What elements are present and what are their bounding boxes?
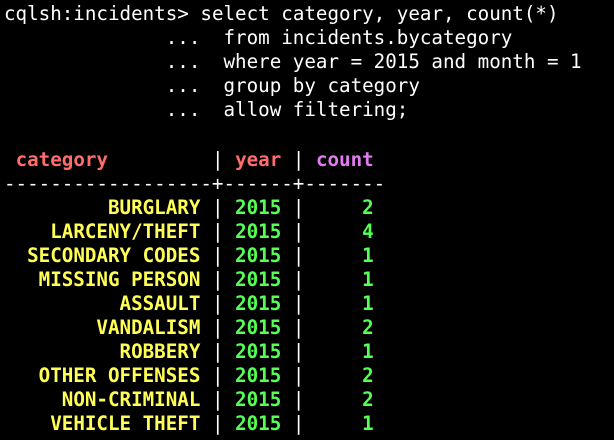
column-separator: |: [200, 316, 236, 339]
query-text: where year = 2015 and month = 1: [223, 50, 582, 73]
query-text: group by category: [223, 74, 420, 97]
column-header-count: count: [315, 148, 374, 171]
column-separator: |: [200, 220, 236, 243]
column-separator: |: [200, 364, 236, 387]
row-padding: [4, 316, 96, 339]
query-text: select category, year, count(*): [200, 2, 559, 25]
cell-year: 2015: [235, 340, 282, 363]
column-separator: |: [281, 364, 363, 387]
cell-category: LARCENY/THEFT: [50, 220, 201, 243]
command-line-4: ... group by category: [4, 74, 614, 98]
cell-category: SECONDARY CODES: [27, 244, 201, 267]
column-separator: |: [281, 268, 363, 291]
column-separator: |: [281, 196, 363, 219]
cell-count: 1: [362, 292, 374, 315]
table-row: MISSING PERSON | 2015 | 1: [4, 268, 614, 292]
cell-count: 1: [362, 268, 374, 291]
table-row: NON-CRIMINAL | 2015 | 2: [4, 388, 614, 412]
column-separator: |: [200, 196, 236, 219]
column-header-year: year: [235, 148, 282, 171]
column-separator: |: [281, 412, 363, 435]
result-rows: BURGLARY | 2015 | 2 LARCENY/THEFT | 2015…: [4, 196, 614, 436]
row-padding: [4, 364, 39, 387]
cell-count: 2: [362, 388, 374, 411]
table-row: BURGLARY | 2015 | 2: [4, 196, 614, 220]
row-padding: [4, 268, 39, 291]
row-padding: [4, 412, 50, 435]
row-padding: [4, 196, 108, 219]
cell-year: 2015: [235, 196, 282, 219]
cell-year: 2015: [235, 364, 282, 387]
cell-year: 2015: [235, 220, 282, 243]
command-line-3: ... where year = 2015 and month = 1: [4, 50, 614, 74]
cell-count: 2: [362, 364, 374, 387]
table-row: ROBBERY | 2015 | 1: [4, 340, 614, 364]
command-line-1: cqlsh:incidents> select category, year, …: [4, 2, 614, 26]
command-line-5: ... allow filtering;: [4, 98, 614, 122]
cell-category: NON-CRIMINAL: [61, 388, 201, 411]
column-separator: |: [281, 340, 363, 363]
cell-count: 1: [362, 412, 374, 435]
cell-year: 2015: [235, 316, 282, 339]
query-text: from incidents.bycategory: [223, 26, 513, 49]
column-separator: |: [200, 292, 236, 315]
cell-count: 2: [362, 196, 374, 219]
cell-category: BURGLARY: [107, 196, 201, 219]
column-separator: |: [200, 388, 236, 411]
column-separator: |: [292, 148, 316, 171]
column-separator: |: [211, 148, 236, 171]
cell-category: VANDALISM: [96, 316, 201, 339]
continuation-marker: ...: [165, 98, 201, 121]
table-row: OTHER OFFENSES | 2015 | 2: [4, 364, 614, 388]
column-header-category: category: [15, 148, 108, 171]
table-row: SECONDARY CODES | 2015 | 1: [4, 244, 614, 268]
row-padding: [4, 244, 27, 267]
blank-line: [4, 122, 614, 148]
shell-prompt: cqlsh:incidents>: [4, 2, 189, 25]
cell-category: OTHER OFFENSES: [38, 364, 201, 387]
row-padding: [4, 220, 50, 243]
cell-count: 4: [362, 220, 374, 243]
column-separator: |: [281, 316, 363, 339]
column-separator: |: [281, 292, 363, 315]
column-separator: |: [200, 412, 236, 435]
table-row: ASSAULT | 2015 | 1: [4, 292, 614, 316]
result-divider: ------------------+------+-------: [4, 172, 386, 195]
table-row: LARCENY/THEFT | 2015 | 4: [4, 220, 614, 244]
cell-year: 2015: [235, 268, 282, 291]
cell-year: 2015: [235, 388, 282, 411]
cell-category: MISSING PERSON: [38, 268, 201, 291]
table-row: VANDALISM | 2015 | 2: [4, 316, 614, 340]
continuation-marker: ...: [165, 50, 201, 73]
cell-year: 2015: [235, 292, 282, 315]
row-padding: [4, 388, 62, 411]
cell-count: 1: [362, 244, 374, 267]
column-separator: |: [281, 244, 363, 267]
command-line-2: ... from incidents.bycategory: [4, 26, 614, 50]
column-separator: |: [200, 268, 236, 291]
continuation-marker: ...: [165, 26, 201, 49]
column-separator: |: [200, 244, 236, 267]
result-header-row: category | year | count: [4, 148, 614, 172]
column-separator: |: [200, 340, 236, 363]
cell-year: 2015: [235, 412, 282, 435]
row-padding: [4, 340, 120, 363]
table-row: VEHICLE THEFT | 2015 | 1: [4, 412, 614, 436]
cell-category: VEHICLE THEFT: [50, 412, 201, 435]
cell-count: 1: [362, 340, 374, 363]
column-separator: |: [281, 388, 363, 411]
cell-year: 2015: [235, 244, 282, 267]
cell-category: ROBBERY: [119, 340, 201, 363]
query-text: allow filtering;: [223, 98, 409, 121]
row-padding: [4, 292, 120, 315]
column-separator: |: [281, 220, 363, 243]
continuation-marker: ...: [165, 74, 201, 97]
cell-count: 2: [362, 316, 374, 339]
cell-category: ASSAULT: [119, 292, 201, 315]
